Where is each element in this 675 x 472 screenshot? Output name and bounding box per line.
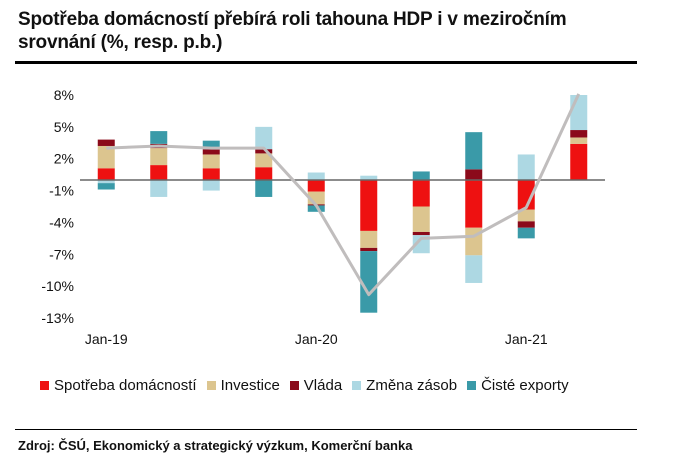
legend-label: Vláda (303, 377, 343, 394)
bar-segment (202, 149, 220, 155)
bars (97, 95, 588, 313)
bar-segment (465, 179, 483, 228)
legend-label: Investice (220, 377, 280, 394)
bar-segment (255, 149, 273, 154)
bar-segment (412, 179, 430, 207)
x-axis: Jan-19 Jan-20 Jan-21 (85, 331, 548, 347)
bar-segment (412, 231, 430, 236)
gdp-line (106, 93, 581, 297)
legend-item-investice: Investice (206, 377, 280, 394)
y-tick-label: -4% (49, 214, 74, 230)
y-tick-label: -13% (41, 310, 74, 326)
legend-item-zmena-zasob: Změna zásob (352, 377, 457, 394)
bar-segment (517, 209, 535, 222)
legend-item-ciste-exporty: Čisté exporty (467, 377, 569, 394)
legend-swatch (40, 381, 49, 390)
bar-segment (517, 154, 535, 180)
x-tick-label: Jan-21 (505, 331, 548, 347)
legend: Spotřeba domácností Investice Vláda Změn… (40, 377, 579, 394)
bar-segment (150, 165, 168, 180)
legend-swatch (352, 381, 362, 390)
bar-segment (255, 179, 273, 197)
bar-segment (97, 139, 115, 146)
bar-segment (150, 179, 168, 197)
bar-segment (570, 143, 588, 180)
bar-segment (150, 131, 168, 144)
y-tick-label: 5% (54, 119, 74, 135)
bar-segment (360, 175, 378, 180)
y-tick-label: 8% (54, 87, 74, 103)
y-tick-label: -10% (41, 278, 74, 294)
bar-segment (97, 179, 115, 184)
legend-swatch (289, 381, 299, 390)
bar-segment (517, 179, 535, 210)
legend-item-vlada: Vláda (289, 377, 343, 394)
y-tick-label: -7% (49, 246, 74, 262)
bar-segment (465, 169, 483, 180)
bar-segment (517, 227, 535, 239)
bar-segment (307, 205, 325, 212)
bar-segment (97, 168, 115, 180)
bar-segment (465, 132, 483, 170)
bar-segment (150, 148, 168, 166)
bar-segment (360, 179, 378, 231)
bar-segment (465, 255, 483, 283)
bar-segment (255, 167, 273, 180)
title-rule (15, 61, 637, 64)
bar-segment (202, 140, 220, 150)
chart-title: Spotřeba domácností přebírá roli tahouna… (18, 9, 567, 53)
legend-swatch (206, 381, 216, 390)
bar-segment (202, 168, 220, 180)
bar-segment (570, 95, 588, 131)
footer-rule (15, 429, 637, 430)
bar-segment (570, 137, 588, 144)
y-tick-label: 2% (54, 151, 74, 167)
bar-segment (307, 172, 325, 180)
bar-segment (517, 221, 535, 228)
bar-segment (97, 145, 115, 169)
bar-segment (412, 206, 430, 232)
bar-segment (570, 130, 588, 138)
bar-segment (307, 179, 325, 192)
x-tick-label: Jan-19 (85, 331, 128, 347)
legend-label: Spotřeba domácností (54, 377, 197, 394)
legend-label: Čisté exporty (481, 377, 569, 394)
y-tick-label: -1% (49, 183, 74, 199)
legend-item-spotreba: Spotřeba domácností (40, 377, 197, 394)
source-note: Zdroj: ČSÚ, Ekonomický a strategický výz… (18, 438, 413, 453)
bar-segment (97, 183, 115, 190)
legend-swatch (467, 381, 477, 390)
y-axis: 8% 5% 2% -1% -4% -7% -10% -13% (41, 87, 74, 326)
bar-segment (255, 153, 273, 168)
bar-segment (255, 126, 273, 150)
bar-segment (202, 154, 220, 169)
legend-label: Změna zásob (366, 377, 458, 394)
bar-segment (360, 247, 378, 252)
bar-segment (360, 230, 378, 248)
x-tick-label: Jan-20 (295, 331, 338, 347)
bar-segment (202, 179, 220, 191)
bar-segment (360, 251, 378, 313)
gdp-line-path (106, 93, 581, 297)
bar-segment (412, 171, 430, 180)
